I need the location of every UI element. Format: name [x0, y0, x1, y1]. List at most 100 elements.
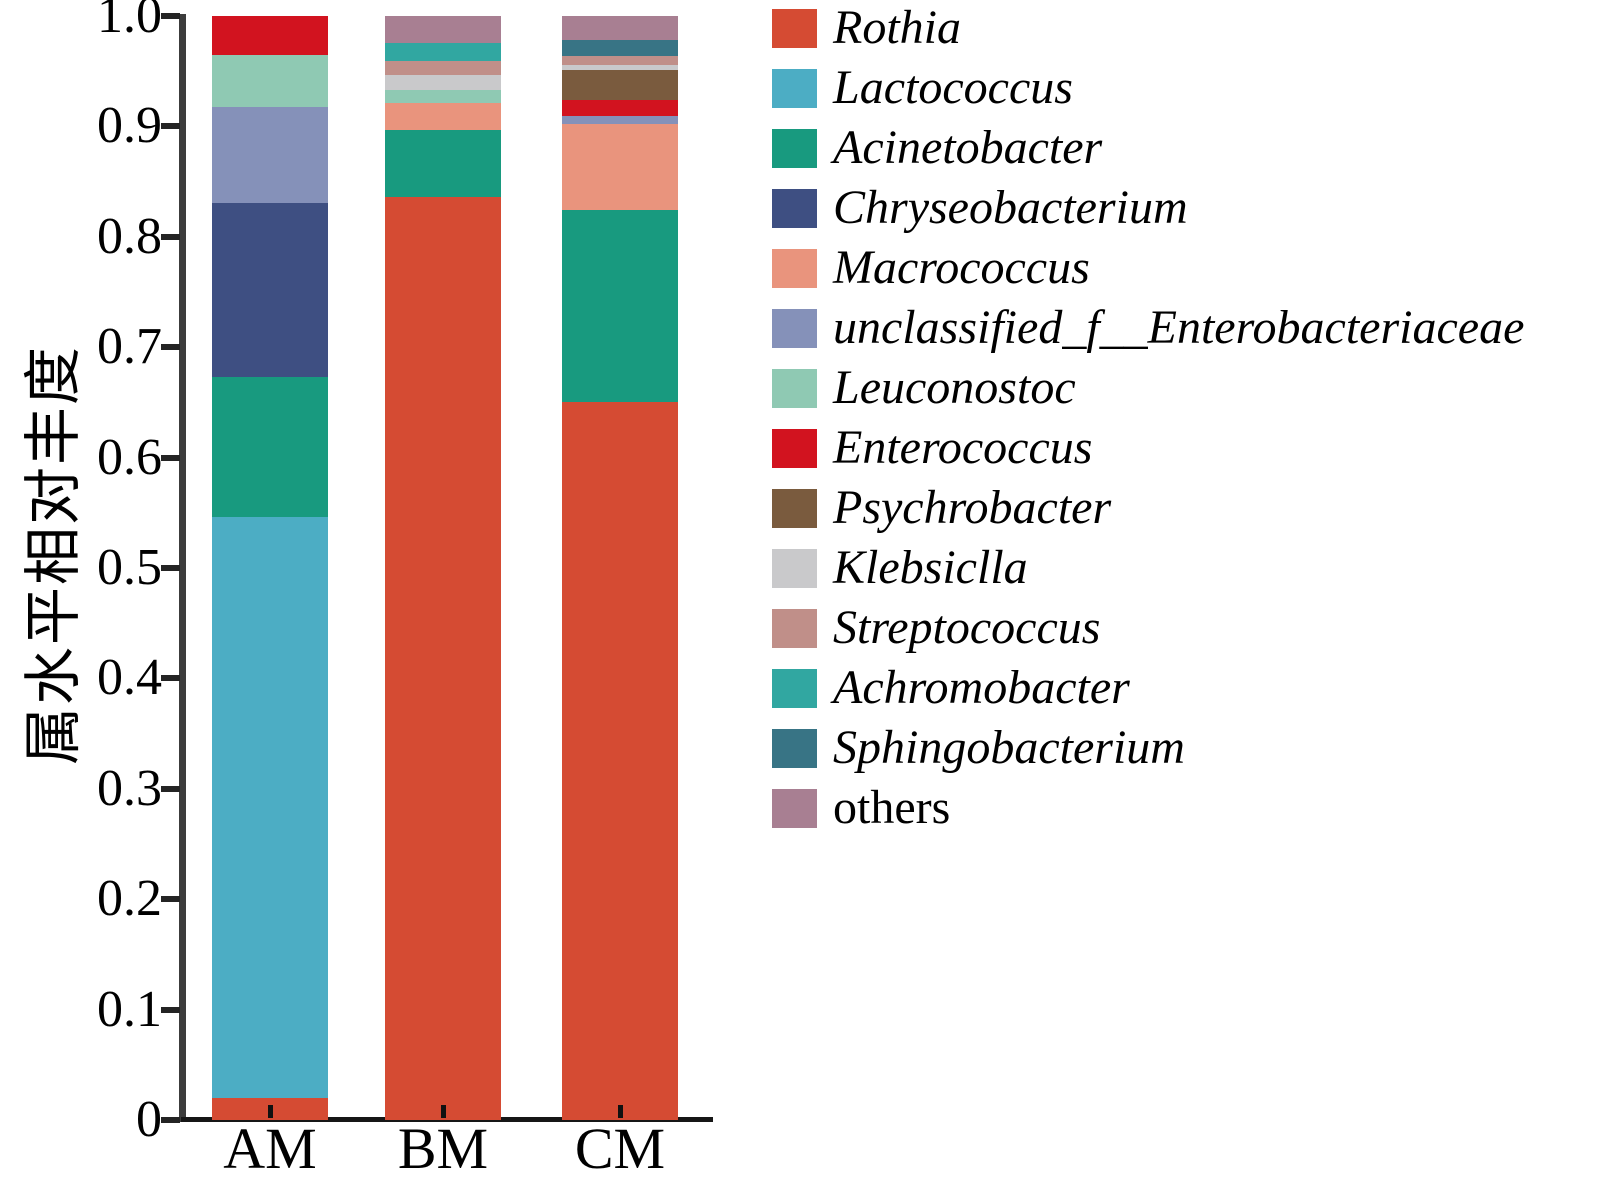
segment-Leuconostoc — [385, 90, 501, 104]
y-tick-label: 0.1 — [97, 980, 162, 1038]
legend-item: Macrococcus — [772, 244, 1524, 292]
legend: Rothia Lactococcus Acinetobacter Chryseobac… — [772, 4, 1524, 848]
legend-item: unclassified_f__Enterobacteriaceae — [772, 304, 1524, 352]
segment-Rothia — [562, 402, 678, 1120]
legend-item: Leuconostoc — [772, 364, 1524, 412]
legend-swatch — [772, 788, 817, 828]
legend-swatch — [772, 428, 817, 468]
legend-item: Lactococcus — [772, 64, 1524, 112]
y-tick — [161, 1006, 180, 1013]
legend-item: Sphingobacterium — [772, 724, 1524, 772]
segment-Leuconostoc — [212, 54, 328, 107]
bar-AM — [212, 16, 328, 1120]
x-tick — [617, 1105, 623, 1118]
segment-Psychrobacter — [562, 70, 678, 100]
legend-label: Lactococcus — [833, 61, 1073, 114]
y-tick-label: 0.2 — [97, 870, 162, 928]
y-tick-label: 0.9 — [97, 97, 162, 155]
segment-Macrococcus — [385, 103, 501, 130]
legend-label: Sphingobacterium — [833, 721, 1185, 774]
y-tick-label: 0.6 — [97, 428, 162, 486]
legend-swatch — [772, 308, 817, 348]
segment-Streptococcus — [562, 55, 678, 65]
legend-swatch — [772, 68, 817, 108]
y-tick — [161, 565, 180, 571]
legend-label: Streptococcus — [833, 601, 1101, 654]
segment-Acinetobacter — [562, 210, 678, 403]
y-tick — [161, 13, 180, 19]
legend-label: Rothia — [833, 1, 961, 54]
y-tick — [161, 454, 180, 461]
y-tick — [161, 675, 180, 682]
segment-Rothia — [385, 197, 501, 1120]
bar-CM — [562, 16, 678, 1120]
legend-item: Enterococcus — [772, 424, 1524, 472]
y-tick — [161, 344, 180, 351]
y-tick-label: 0 — [136, 1091, 162, 1148]
segment-Klebsiclla — [385, 74, 501, 90]
y-tick — [161, 123, 180, 130]
segment-Enterococcus — [212, 16, 328, 55]
y-tick-label: 0.8 — [97, 207, 162, 265]
segment-Macrococcus — [562, 124, 678, 211]
segment-others — [562, 16, 678, 41]
legend-swatch — [772, 608, 817, 648]
segment-others — [385, 16, 501, 43]
x-category-label: BM — [397, 1116, 489, 1177]
y-tick-label: 0.7 — [97, 318, 162, 376]
legend-item: Chryseobacterium — [772, 184, 1524, 232]
legend-item: Rothia — [772, 4, 1524, 52]
legend-label: Macrococcus — [833, 241, 1090, 294]
legend-label: Acinetobacter — [833, 121, 1103, 174]
legend-item: Streptococcus — [772, 604, 1524, 652]
legend-label: Leuconostoc — [833, 361, 1076, 414]
x-category-label: CM — [574, 1116, 666, 1177]
y-tick — [161, 233, 180, 240]
y-axis-line — [179, 14, 186, 1122]
x-tick — [440, 1105, 446, 1118]
legend-label: Enterococcus — [833, 421, 1093, 474]
legend-label: Klebsiclla — [833, 541, 1028, 594]
y-tick-label: 0.4 — [97, 649, 162, 707]
legend-swatch — [772, 488, 817, 528]
segment-Acinetobacter — [385, 129, 501, 198]
segment-Chryseobacterium — [212, 202, 328, 378]
legend-swatch — [772, 188, 817, 228]
segment-unclassified_f__Enterobacteriaceae — [212, 106, 328, 203]
y-tick — [161, 896, 180, 903]
legend-swatch — [772, 368, 817, 408]
legend-item: Achromobacter — [772, 664, 1524, 712]
legend-item: Acinetobacter — [772, 124, 1524, 172]
segment-Achromobacter — [385, 42, 501, 62]
legend-label: Psychrobacter — [833, 481, 1112, 534]
legend-item: Klebsiclla — [772, 544, 1524, 592]
segment-Acinetobacter — [212, 377, 328, 518]
legend-swatch — [772, 8, 817, 48]
y-tick — [161, 1117, 180, 1123]
legend-swatch — [772, 548, 817, 588]
segment-Lactococcus — [212, 517, 328, 1098]
y-tick-label: 0.5 — [97, 539, 162, 596]
y-tick-label: 1.0 — [97, 0, 162, 44]
legend-item: others — [772, 784, 1524, 832]
bar-BM — [385, 16, 501, 1120]
legend-label: others — [833, 781, 951, 834]
legend-swatch — [772, 128, 817, 168]
y-tick — [161, 785, 180, 792]
segment-Streptococcus — [385, 61, 501, 75]
x-category-label: AM — [223, 1116, 317, 1177]
legend-swatch — [772, 668, 817, 708]
legend-label: Chryseobacterium — [833, 181, 1188, 234]
y-tick-label: 0.3 — [97, 759, 162, 817]
segment-Klebsiclla — [562, 64, 678, 71]
segment-unclassified_f__Enterobacteriaceae — [562, 116, 678, 125]
legend-label: unclassified_f__Enterobacteriaceae — [833, 301, 1525, 354]
x-tick — [267, 1105, 273, 1118]
legend-item: Psychrobacter — [772, 484, 1524, 532]
legend-swatch — [772, 728, 817, 768]
legend-label: Achromobacter — [833, 661, 1130, 714]
segment-Enterococcus — [562, 99, 678, 117]
legend-swatch — [772, 248, 817, 288]
segment-Sphingobacterium — [562, 40, 678, 56]
